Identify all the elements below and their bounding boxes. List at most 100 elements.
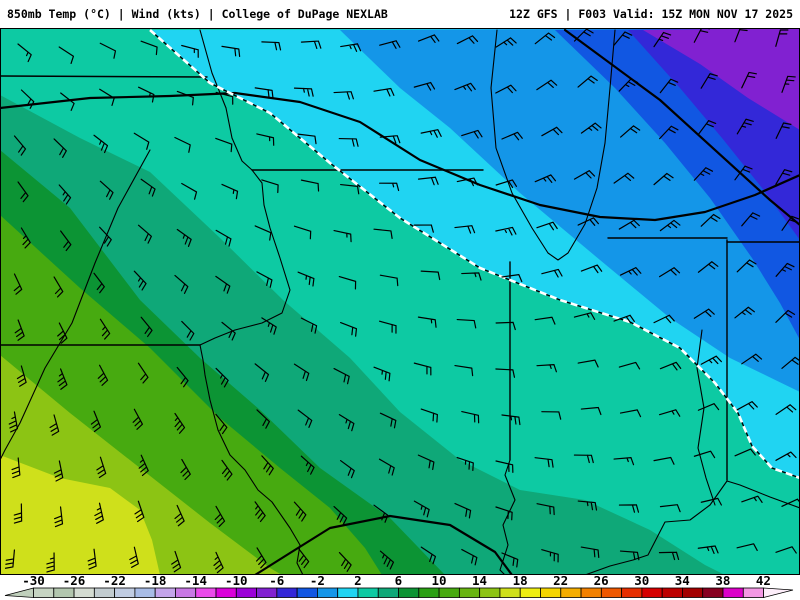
wind-barb (215, 91, 234, 105)
river-ohio (584, 480, 800, 575)
wind-barb (501, 274, 523, 283)
wind-barb (495, 226, 517, 236)
wind-barb (413, 224, 434, 233)
wind-barb (456, 35, 479, 45)
wind-barbs (4, 28, 800, 574)
colorbar-segment (134, 587, 156, 598)
colorbar-tick: 2 (354, 575, 362, 588)
wind-barb (137, 224, 152, 244)
wind-barb (534, 457, 554, 468)
wind-barb (620, 267, 642, 276)
wind-barb (697, 545, 719, 555)
wind-barb (620, 125, 641, 138)
wind-barb (138, 454, 149, 477)
wind-barb (373, 504, 389, 523)
wind-barb (99, 180, 114, 200)
wind-barb (781, 356, 800, 369)
wind-barb (132, 408, 144, 430)
colorbar-tick: 6 (395, 575, 403, 588)
wind-barb (129, 546, 139, 568)
wind-barb (659, 504, 681, 513)
colorbar-segment (418, 587, 440, 598)
colorbar-tick: -30 (22, 575, 45, 588)
colorbar-segment (742, 587, 764, 598)
wind-barb (53, 460, 64, 482)
wind-barb (379, 412, 397, 429)
wind-barb (94, 502, 104, 524)
wind-barb (541, 549, 559, 563)
colorbar-tick: -26 (63, 575, 86, 588)
colorbar-tick: -22 (103, 575, 126, 588)
wind-barb (14, 319, 25, 341)
wind-barb (613, 31, 633, 46)
colorbar-segment (499, 587, 521, 598)
freezing-line-white-dash (149, 29, 800, 480)
wind-barb (734, 165, 753, 181)
highway-arc-south (253, 514, 514, 575)
colorbar-segment (458, 587, 481, 598)
wind-barb (456, 456, 474, 472)
wind-barb (87, 548, 97, 570)
wind-barb (577, 500, 598, 511)
wind-barb (653, 172, 674, 186)
wind-barb (781, 215, 800, 231)
wind-barb (20, 89, 35, 109)
0C-isotherm (149, 29, 800, 480)
wind-barb (693, 450, 716, 459)
wind-barb (297, 271, 315, 287)
wind-barb (613, 172, 635, 184)
wind-barb (53, 138, 67, 158)
wind-barb (736, 401, 758, 411)
wind-barb (573, 28, 594, 42)
wind-barb (373, 87, 395, 97)
wind-barb (215, 229, 232, 247)
wind-barb (456, 318, 477, 329)
wind-barb (379, 274, 399, 287)
wind-barb (261, 179, 279, 194)
wind-barb (16, 365, 27, 387)
wind-barb (736, 543, 758, 552)
wind-barb (181, 320, 195, 341)
wind-barb (261, 41, 282, 51)
colorbar-tick: -10 (225, 575, 248, 588)
wind-barb (541, 126, 563, 137)
wind-barb (580, 546, 600, 559)
wind-barb (541, 268, 563, 278)
wind-barb (339, 459, 355, 479)
colorbar-tick: -18 (144, 575, 167, 588)
wind-barb (49, 414, 60, 436)
wind-barb (140, 40, 158, 56)
colorbar-tick: 42 (756, 575, 771, 588)
wind-barb (454, 82, 476, 92)
wind-barb (57, 368, 68, 390)
wind-barb (697, 120, 717, 135)
wind-barb (417, 454, 435, 471)
wind-barb (613, 314, 635, 324)
colorbar-segment (93, 587, 116, 598)
colorbar-tick: 26 (594, 575, 609, 588)
wind-barb (659, 125, 679, 140)
colorbar-tick-labels: -30 -26 -22 -18 -14 -10 -6 -2 2 6 10 14 18 22 26 30 34 38… (22, 575, 771, 588)
wind-barb (137, 86, 155, 103)
wind-barb (215, 137, 233, 153)
wind-barb (214, 505, 226, 528)
wind-barb (379, 135, 401, 144)
wind-barb (454, 502, 472, 519)
temp-fill-bands (0, 28, 800, 575)
colorbar-segment (154, 587, 176, 598)
wind-barb (417, 34, 440, 44)
wind-barb (300, 179, 320, 192)
wind-barb (13, 135, 27, 156)
colorbar-segment (398, 587, 420, 598)
river-wabash (696, 329, 716, 506)
wind-barb (700, 213, 721, 227)
colorbar-segment (114, 587, 136, 598)
wind-barb (60, 230, 72, 252)
wind-barb (174, 274, 189, 294)
wind-barb (171, 550, 182, 573)
wind-barb (659, 219, 681, 232)
colorbar-tick: -14 (184, 575, 207, 588)
wind-barb (613, 457, 635, 466)
wind-barb (180, 458, 191, 481)
wind-barb (379, 182, 400, 192)
